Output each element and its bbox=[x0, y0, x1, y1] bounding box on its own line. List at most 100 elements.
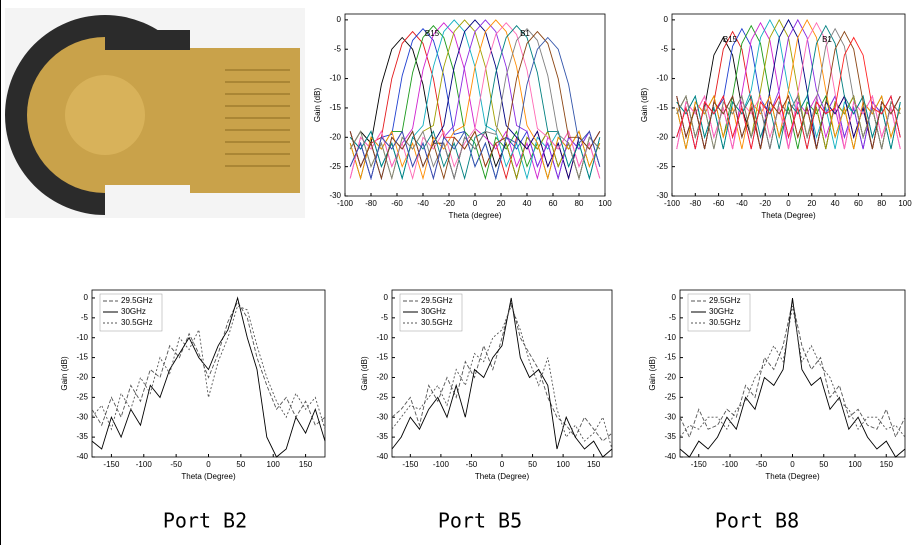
x-tick-label: 40 bbox=[831, 199, 840, 208]
y-tick-label: -25 bbox=[329, 162, 341, 171]
y-tick-label: -30 bbox=[76, 412, 88, 421]
y-tick-label: 0 bbox=[384, 293, 389, 302]
x-axis-label: Theta (Degree) bbox=[475, 472, 530, 481]
legend-box bbox=[687, 293, 751, 332]
x-tick-label: 80 bbox=[877, 199, 886, 208]
y-axis-label: Gain (dB) bbox=[640, 88, 649, 123]
annotation: B15 bbox=[425, 29, 440, 38]
y-tick-label: -40 bbox=[664, 452, 676, 461]
y-axis-label: Gain (dB) bbox=[313, 88, 322, 123]
x-tick-label: -20 bbox=[443, 199, 455, 208]
series-line bbox=[679, 301, 906, 439]
x-tick-label: 0 bbox=[473, 199, 478, 208]
y-tick-label: -10 bbox=[329, 74, 341, 83]
series-line bbox=[349, 28, 601, 181]
series-line bbox=[349, 22, 601, 181]
y-tick-label: -35 bbox=[664, 432, 676, 441]
x-tick-label: 0 bbox=[206, 460, 211, 469]
x-tick-label: -80 bbox=[365, 199, 377, 208]
x-tick-label: 50 bbox=[528, 460, 537, 469]
annotation: B1 bbox=[520, 29, 530, 38]
chart: -40-35-30-25-20-15-10-50-150 -100 -50 0 50 10… bbox=[648, 289, 906, 481]
y-tick-label: 0 bbox=[664, 15, 669, 24]
x-tick-label: 100 bbox=[898, 199, 912, 208]
y-tick-label: -15 bbox=[664, 353, 676, 362]
legend-label: 29.5GHz bbox=[709, 296, 741, 305]
series-line bbox=[349, 25, 601, 181]
x-tick-label: -100 bbox=[722, 460, 739, 469]
x-tick-label: -150 bbox=[103, 460, 120, 469]
x-axis-label: Theta (degree) bbox=[449, 211, 502, 220]
chart: -40-35-30-25-20-15-10-50-150 -100 -50 0 50 10… bbox=[60, 289, 326, 481]
x-axis-label: Theta (Degree) bbox=[765, 472, 820, 481]
x-tick-label: -100 bbox=[664, 199, 681, 208]
y-tick-label: -20 bbox=[656, 132, 668, 141]
x-axis-label: Theta (Degree) bbox=[181, 472, 236, 481]
y-tick-label: -30 bbox=[376, 412, 388, 421]
x-tick-label: -60 bbox=[391, 199, 403, 208]
y-tick-label: -25 bbox=[664, 392, 676, 401]
x-tick-label: 150 bbox=[880, 460, 894, 469]
x-tick-label: -100 bbox=[337, 199, 354, 208]
y-tick-label: -10 bbox=[664, 333, 676, 342]
y-tick-label: -25 bbox=[656, 162, 668, 171]
x-tick-label: 0 bbox=[786, 199, 791, 208]
series-line bbox=[676, 30, 901, 150]
x-tick-label: 50 bbox=[819, 460, 828, 469]
y-tick-label: -5 bbox=[669, 313, 677, 322]
x-tick-label: -80 bbox=[690, 199, 702, 208]
x-tick-label: 20 bbox=[807, 199, 816, 208]
y-tick-label: -15 bbox=[376, 353, 388, 362]
caption: Port B2 bbox=[163, 509, 247, 533]
y-tick-label: 0 bbox=[337, 15, 342, 24]
y-tick-label: -5 bbox=[661, 44, 669, 53]
y-tick-label: -20 bbox=[664, 373, 676, 382]
x-tick-label: 150 bbox=[587, 460, 601, 469]
caption: Port B8 bbox=[715, 509, 799, 533]
x-tick-label: 60 bbox=[549, 199, 558, 208]
plot-frame bbox=[671, 13, 906, 197]
x-tick-label: 100 bbox=[556, 460, 570, 469]
y-tick-label: -5 bbox=[381, 313, 389, 322]
y-tick-label: -10 bbox=[656, 74, 668, 83]
x-tick-label: 40 bbox=[523, 199, 532, 208]
x-tick-label: 100 bbox=[267, 460, 281, 469]
y-axis-label: Gain (dB) bbox=[60, 356, 69, 391]
legend-label: 30.5GHz bbox=[121, 318, 153, 327]
x-tick-label: -40 bbox=[417, 199, 429, 208]
legend-label: 30.5GHz bbox=[709, 318, 741, 327]
x-tick-label: 0 bbox=[500, 460, 505, 469]
series-line bbox=[679, 305, 906, 438]
series-line bbox=[676, 21, 901, 150]
y-tick-label: -40 bbox=[76, 452, 88, 461]
series-line bbox=[91, 305, 326, 431]
x-tick-label: 150 bbox=[299, 460, 313, 469]
y-tick-label: -5 bbox=[334, 44, 342, 53]
y-tick-label: -10 bbox=[376, 333, 388, 342]
legend-label: 30GHz bbox=[709, 307, 734, 316]
y-tick-label: -15 bbox=[656, 103, 668, 112]
y-tick-label: -25 bbox=[376, 392, 388, 401]
x-tick-label: -150 bbox=[691, 460, 708, 469]
series-line bbox=[349, 19, 601, 181]
series-line bbox=[679, 297, 906, 458]
legend-label: 29.5GHz bbox=[121, 296, 153, 305]
y-tick-label: -25 bbox=[76, 392, 88, 401]
legend-label: 30GHz bbox=[421, 307, 446, 316]
x-tick-label: -50 bbox=[466, 460, 478, 469]
x-tick-label: 20 bbox=[497, 199, 506, 208]
y-tick-label: -20 bbox=[329, 132, 341, 141]
y-tick-label: -40 bbox=[376, 452, 388, 461]
legend-label: 29.5GHz bbox=[421, 296, 453, 305]
x-tick-label: 100 bbox=[848, 460, 862, 469]
legend-label: 30.5GHz bbox=[421, 318, 453, 327]
y-axis-label: Gain (dB) bbox=[360, 356, 369, 391]
y-axis-label: Gain (dB) bbox=[648, 356, 657, 391]
legend-label: 30GHz bbox=[121, 307, 146, 316]
x-tick-label: -20 bbox=[759, 199, 771, 208]
x-tick-label: 100 bbox=[598, 199, 612, 208]
x-tick-label: -60 bbox=[713, 199, 725, 208]
series-line bbox=[91, 300, 326, 427]
series-line bbox=[349, 30, 601, 181]
